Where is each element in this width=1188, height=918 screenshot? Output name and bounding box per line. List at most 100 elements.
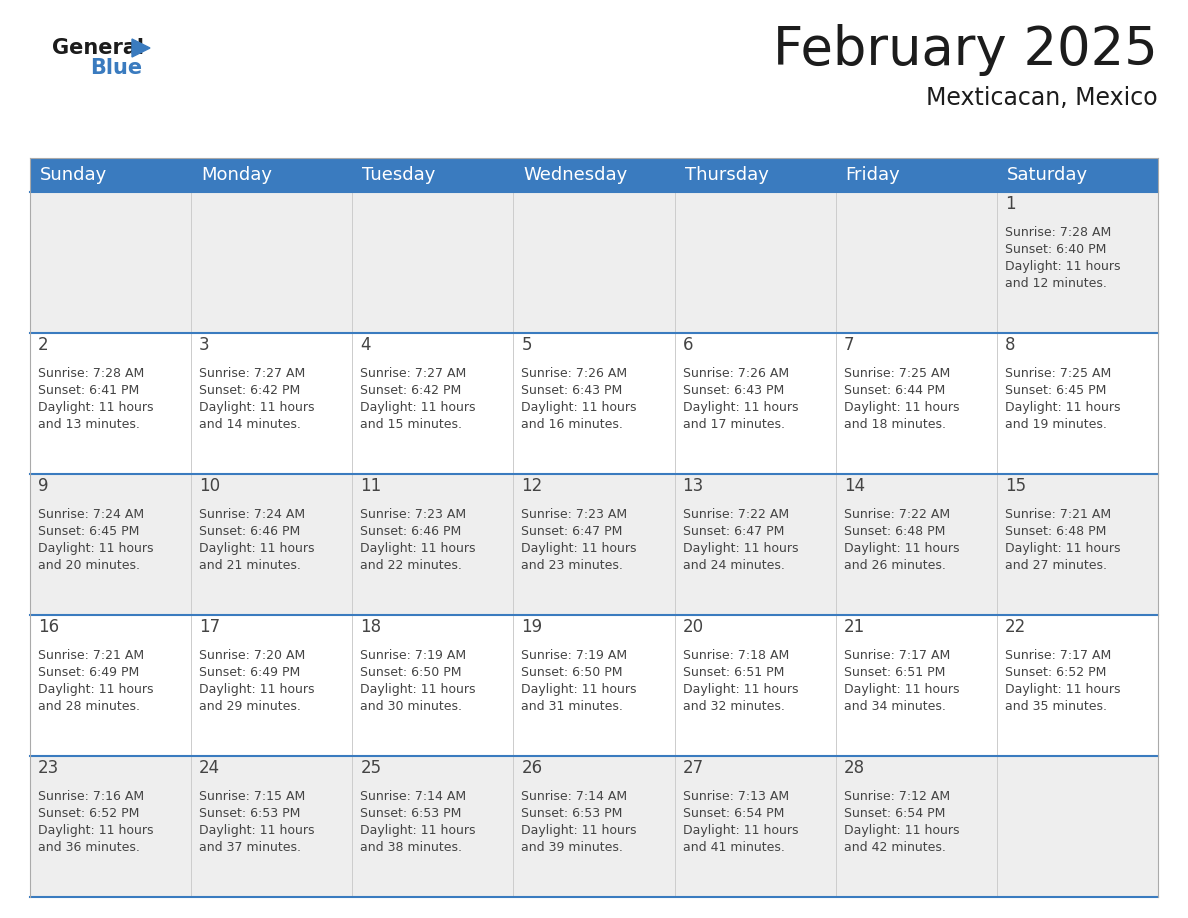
- Bar: [513, 615, 675, 756]
- Text: Monday: Monday: [201, 166, 272, 184]
- Text: Sunset: 6:52 PM: Sunset: 6:52 PM: [1005, 666, 1106, 679]
- Text: 7: 7: [843, 336, 854, 354]
- Text: 23: 23: [38, 759, 59, 777]
- Text: Daylight: 11 hours: Daylight: 11 hours: [38, 542, 153, 555]
- Text: Sunrise: 7:14 AM: Sunrise: 7:14 AM: [522, 790, 627, 803]
- Bar: [30, 474, 191, 615]
- Text: Sunset: 6:48 PM: Sunset: 6:48 PM: [843, 525, 946, 538]
- Text: 13: 13: [683, 477, 703, 495]
- Bar: [191, 192, 353, 333]
- Text: and 22 minutes.: and 22 minutes.: [360, 559, 462, 572]
- Text: and 27 minutes.: and 27 minutes.: [1005, 559, 1107, 572]
- Bar: [997, 474, 1158, 615]
- Bar: [835, 333, 997, 474]
- Text: Sunset: 6:43 PM: Sunset: 6:43 PM: [683, 384, 784, 397]
- Bar: [835, 615, 997, 756]
- Text: and 21 minutes.: and 21 minutes.: [200, 559, 301, 572]
- Text: Sunrise: 7:14 AM: Sunrise: 7:14 AM: [360, 790, 467, 803]
- Text: Sunrise: 7:13 AM: Sunrise: 7:13 AM: [683, 790, 789, 803]
- Text: and 29 minutes.: and 29 minutes.: [200, 700, 301, 713]
- Text: Sunset: 6:46 PM: Sunset: 6:46 PM: [200, 525, 301, 538]
- Text: and 41 minutes.: and 41 minutes.: [683, 841, 784, 854]
- Text: Daylight: 11 hours: Daylight: 11 hours: [522, 542, 637, 555]
- Text: Sunset: 6:51 PM: Sunset: 6:51 PM: [683, 666, 784, 679]
- Bar: [997, 192, 1158, 333]
- Text: Friday: Friday: [846, 166, 901, 184]
- Text: and 14 minutes.: and 14 minutes.: [200, 418, 301, 431]
- Bar: [997, 333, 1158, 474]
- Text: Blue: Blue: [90, 58, 143, 78]
- Text: Sunset: 6:42 PM: Sunset: 6:42 PM: [200, 384, 301, 397]
- Text: 5: 5: [522, 336, 532, 354]
- Bar: [835, 756, 997, 897]
- Text: Daylight: 11 hours: Daylight: 11 hours: [1005, 683, 1120, 696]
- Bar: [353, 474, 513, 615]
- Polygon shape: [132, 39, 150, 57]
- Bar: [353, 615, 513, 756]
- Text: Sunset: 6:43 PM: Sunset: 6:43 PM: [522, 384, 623, 397]
- Text: and 17 minutes.: and 17 minutes.: [683, 418, 784, 431]
- Bar: [675, 474, 835, 615]
- Text: Daylight: 11 hours: Daylight: 11 hours: [38, 824, 153, 837]
- Text: Sunset: 6:54 PM: Sunset: 6:54 PM: [843, 807, 946, 820]
- Text: and 20 minutes.: and 20 minutes.: [38, 559, 140, 572]
- Text: and 42 minutes.: and 42 minutes.: [843, 841, 946, 854]
- Text: Thursday: Thursday: [684, 166, 769, 184]
- Text: and 16 minutes.: and 16 minutes.: [522, 418, 624, 431]
- Text: 27: 27: [683, 759, 703, 777]
- Text: Daylight: 11 hours: Daylight: 11 hours: [38, 683, 153, 696]
- Text: Daylight: 11 hours: Daylight: 11 hours: [200, 683, 315, 696]
- Bar: [191, 756, 353, 897]
- Text: Daylight: 11 hours: Daylight: 11 hours: [522, 824, 637, 837]
- Text: Sunrise: 7:24 AM: Sunrise: 7:24 AM: [38, 508, 144, 521]
- Text: Sunrise: 7:21 AM: Sunrise: 7:21 AM: [38, 649, 144, 662]
- Text: Sunrise: 7:19 AM: Sunrise: 7:19 AM: [522, 649, 627, 662]
- Text: 14: 14: [843, 477, 865, 495]
- Text: Sunset: 6:46 PM: Sunset: 6:46 PM: [360, 525, 461, 538]
- Text: Tuesday: Tuesday: [362, 166, 436, 184]
- Text: 2: 2: [38, 336, 49, 354]
- Bar: [835, 474, 997, 615]
- Text: and 26 minutes.: and 26 minutes.: [843, 559, 946, 572]
- Text: Mexticacan, Mexico: Mexticacan, Mexico: [927, 86, 1158, 110]
- Text: Sunset: 6:48 PM: Sunset: 6:48 PM: [1005, 525, 1106, 538]
- Text: 25: 25: [360, 759, 381, 777]
- Text: Sunset: 6:54 PM: Sunset: 6:54 PM: [683, 807, 784, 820]
- Text: and 38 minutes.: and 38 minutes.: [360, 841, 462, 854]
- Bar: [997, 615, 1158, 756]
- Text: Daylight: 11 hours: Daylight: 11 hours: [843, 824, 959, 837]
- Text: Daylight: 11 hours: Daylight: 11 hours: [1005, 401, 1120, 414]
- Text: Sunrise: 7:27 AM: Sunrise: 7:27 AM: [360, 367, 467, 380]
- Text: Sunrise: 7:22 AM: Sunrise: 7:22 AM: [683, 508, 789, 521]
- Text: Sunset: 6:44 PM: Sunset: 6:44 PM: [843, 384, 944, 397]
- Bar: [30, 756, 191, 897]
- Text: Daylight: 11 hours: Daylight: 11 hours: [843, 683, 959, 696]
- Text: Sunset: 6:47 PM: Sunset: 6:47 PM: [683, 525, 784, 538]
- Text: Sunrise: 7:22 AM: Sunrise: 7:22 AM: [843, 508, 950, 521]
- Text: 8: 8: [1005, 336, 1016, 354]
- Text: and 30 minutes.: and 30 minutes.: [360, 700, 462, 713]
- Text: Sunrise: 7:28 AM: Sunrise: 7:28 AM: [38, 367, 144, 380]
- Text: Sunset: 6:53 PM: Sunset: 6:53 PM: [200, 807, 301, 820]
- Bar: [30, 192, 191, 333]
- Text: Daylight: 11 hours: Daylight: 11 hours: [360, 824, 475, 837]
- Text: 16: 16: [38, 618, 59, 636]
- Text: Sunset: 6:41 PM: Sunset: 6:41 PM: [38, 384, 139, 397]
- Text: 18: 18: [360, 618, 381, 636]
- Text: Sunrise: 7:20 AM: Sunrise: 7:20 AM: [200, 649, 305, 662]
- Text: Daylight: 11 hours: Daylight: 11 hours: [360, 683, 475, 696]
- Text: Sunrise: 7:17 AM: Sunrise: 7:17 AM: [843, 649, 950, 662]
- Bar: [191, 158, 353, 192]
- Bar: [675, 192, 835, 333]
- Text: Sunrise: 7:16 AM: Sunrise: 7:16 AM: [38, 790, 144, 803]
- Text: Sunrise: 7:24 AM: Sunrise: 7:24 AM: [200, 508, 305, 521]
- Text: Daylight: 11 hours: Daylight: 11 hours: [360, 401, 475, 414]
- Bar: [675, 158, 835, 192]
- Text: Sunset: 6:42 PM: Sunset: 6:42 PM: [360, 384, 461, 397]
- Text: Sunset: 6:47 PM: Sunset: 6:47 PM: [522, 525, 623, 538]
- Text: Sunday: Sunday: [40, 166, 107, 184]
- Text: and 24 minutes.: and 24 minutes.: [683, 559, 784, 572]
- Text: 28: 28: [843, 759, 865, 777]
- Text: Daylight: 11 hours: Daylight: 11 hours: [522, 683, 637, 696]
- Text: Sunrise: 7:26 AM: Sunrise: 7:26 AM: [522, 367, 627, 380]
